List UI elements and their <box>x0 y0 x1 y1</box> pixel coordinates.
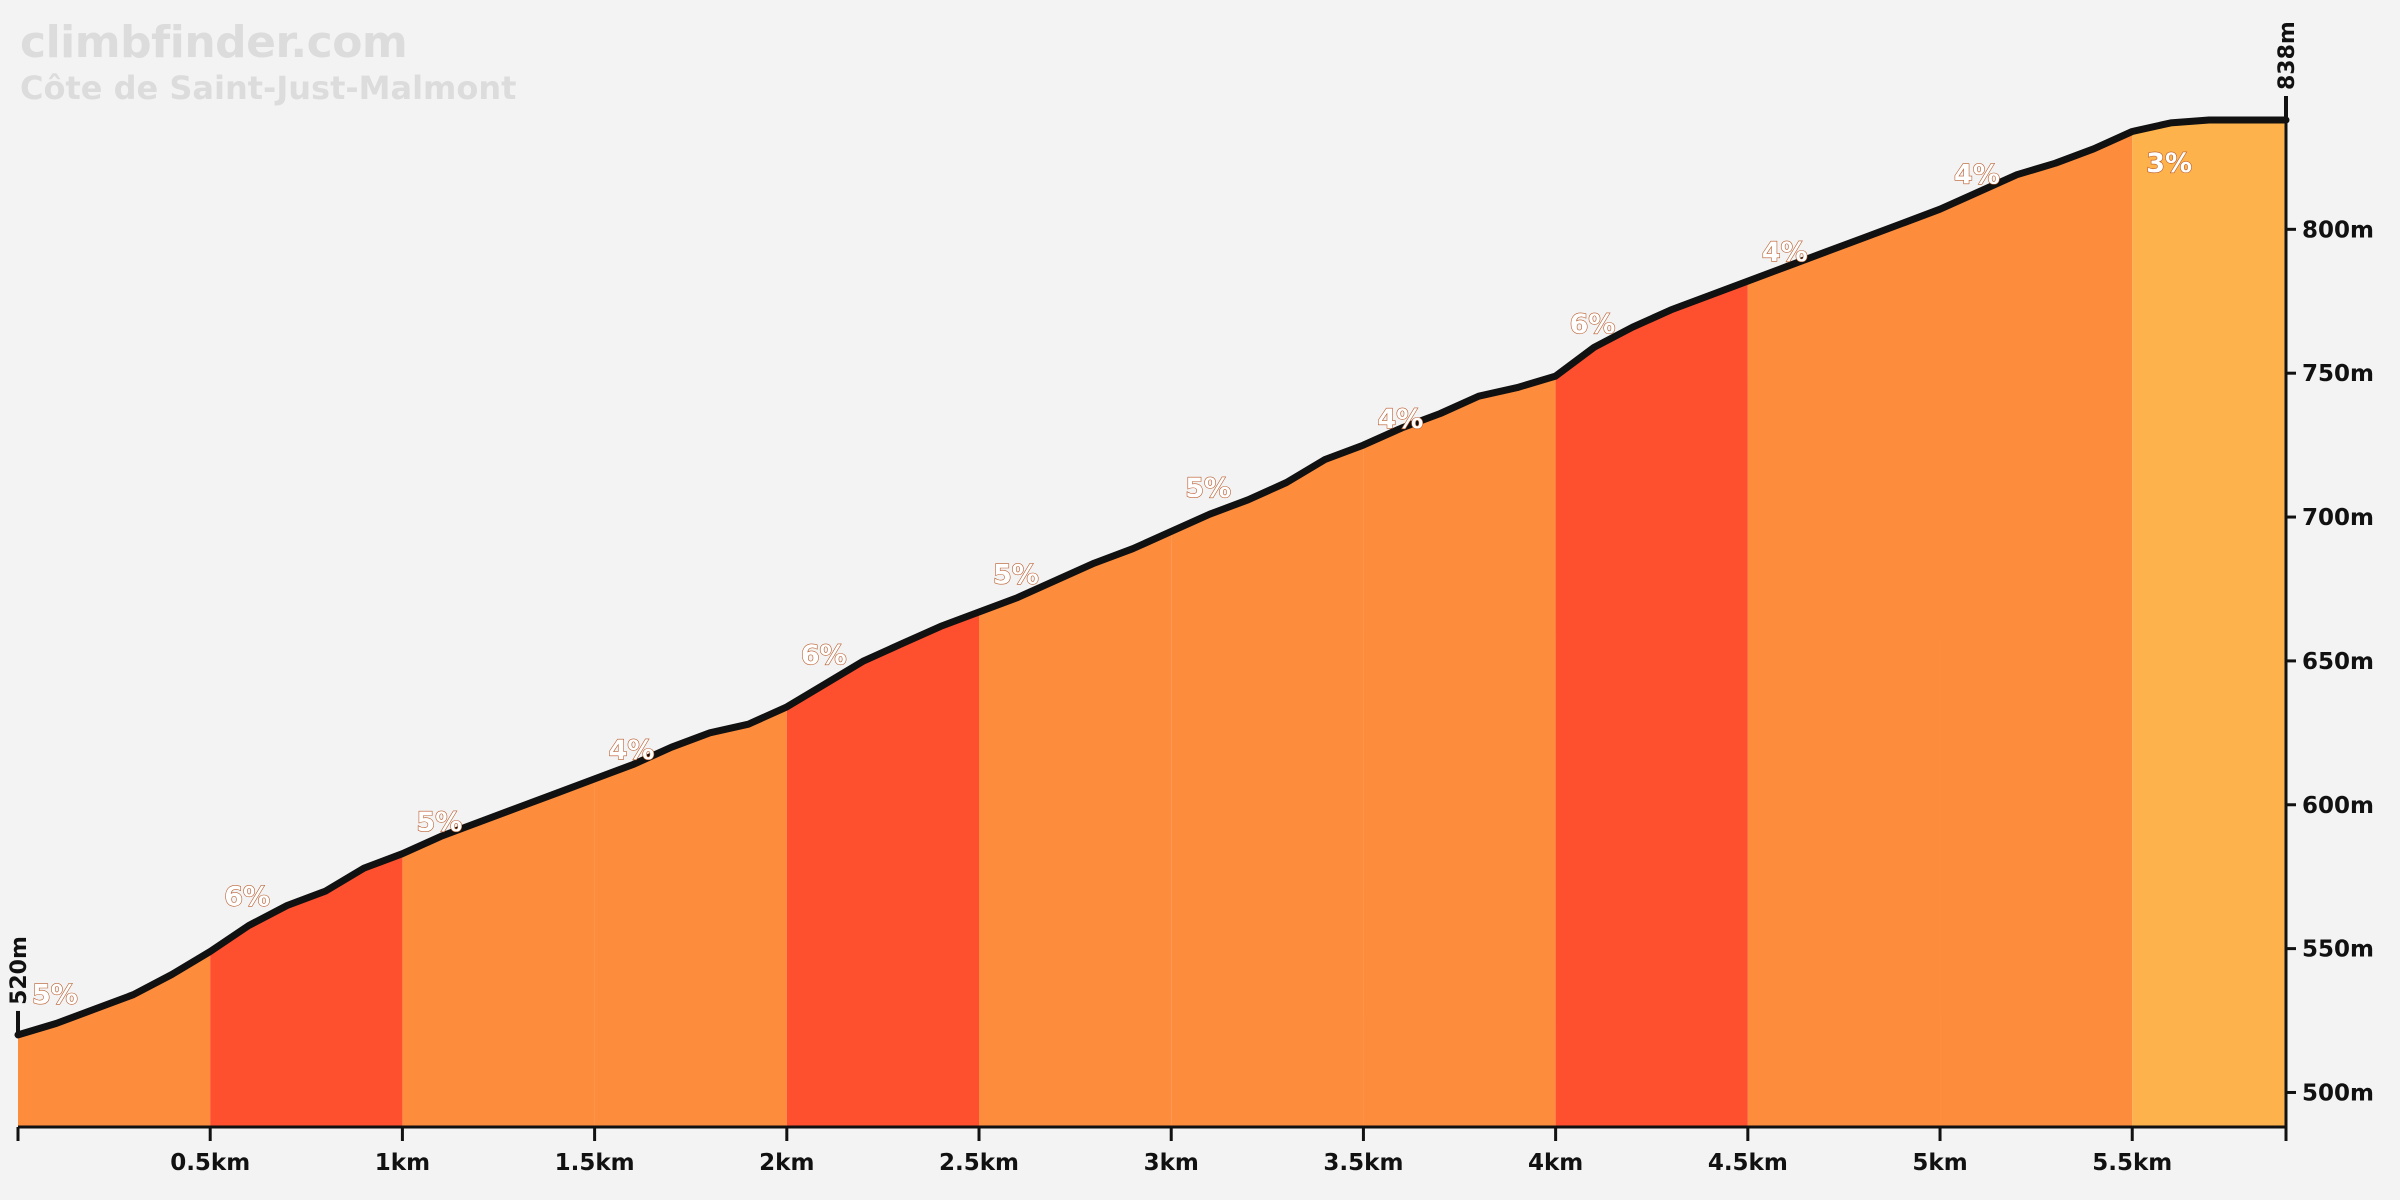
y-tick-label-1: 500m <box>2302 1080 2374 1106</box>
segment-gradient-label-3: 5% <box>416 807 462 838</box>
x-tick-label-11: 5.5km <box>2092 1150 2172 1176</box>
segment-gradient-label-11: 4% <box>1954 160 2000 191</box>
gradient-segment-7 <box>1171 445 1364 1128</box>
x-tick-label-4: 2km <box>759 1150 814 1176</box>
x-tick-label-1: 0.5km <box>170 1150 250 1176</box>
segment-gradient-label-9: 6% <box>1570 309 1616 340</box>
gradient-segment-6 <box>979 531 1172 1127</box>
x-tick-label-2: 1km <box>375 1150 430 1176</box>
gradient-segment-3 <box>402 778 595 1127</box>
gradient-segment-9 <box>1555 281 1748 1128</box>
gradient-segment-8 <box>1363 376 1556 1128</box>
y-tick-label-3: 600m <box>2302 793 2374 819</box>
x-tick-label-7: 3.5km <box>1323 1150 1403 1176</box>
gradient-segment-5 <box>786 612 980 1127</box>
start-elevation-label: 520m <box>7 936 32 1005</box>
x-tick-label-3: 1.5km <box>555 1150 635 1176</box>
watermark-climb-name: Côte de Saint-Just-Malmont <box>20 69 517 107</box>
x-tick-label-9: 4.5km <box>1708 1150 1788 1176</box>
y-tick-label-4: 650m <box>2302 649 2374 675</box>
gradient-segment-10 <box>1747 209 1941 1127</box>
x-tick-label-5: 2.5km <box>939 1150 1019 1176</box>
segment-gradient-label-8: 4% <box>1377 404 1423 435</box>
y-tick-label-7: 800m <box>2302 217 2374 243</box>
x-tick-label-8: 4km <box>1528 1150 1583 1176</box>
segment-gradient-label-1: 5% <box>32 979 78 1010</box>
y-tick-label-6: 750m <box>2302 361 2374 387</box>
gradient-segment-1 <box>18 951 211 1127</box>
x-tick-label-10: 5km <box>1912 1150 1967 1176</box>
gradient-segment-12 <box>2132 120 2286 1127</box>
x-tick-label-6: 3km <box>1144 1150 1199 1176</box>
segment-gradient-label-10: 4% <box>1762 237 1808 268</box>
end-elevation-label: 838m <box>2275 21 2300 90</box>
y-tick-label-2: 550m <box>2302 937 2374 963</box>
segment-gradient-label-6: 5% <box>993 559 1039 590</box>
profile-line <box>14 116 2290 1039</box>
watermark: climbfinder.com Côte de Saint-Just-Malmo… <box>20 18 516 108</box>
segment-gradient-label-5: 6% <box>801 640 847 671</box>
segment-gradient-label-4: 4% <box>609 735 655 766</box>
y-tick-label-5: 700m <box>2302 505 2374 531</box>
segment-gradient-label-2: 6% <box>224 882 270 913</box>
segment-gradient-label-12: 3% <box>2146 148 2192 179</box>
gradient-segment-11 <box>1940 131 2133 1127</box>
gradient-segment-4 <box>594 706 787 1127</box>
watermark-site: climbfinder.com <box>20 17 408 68</box>
segment-gradient-label-7: 5% <box>1185 473 1231 504</box>
